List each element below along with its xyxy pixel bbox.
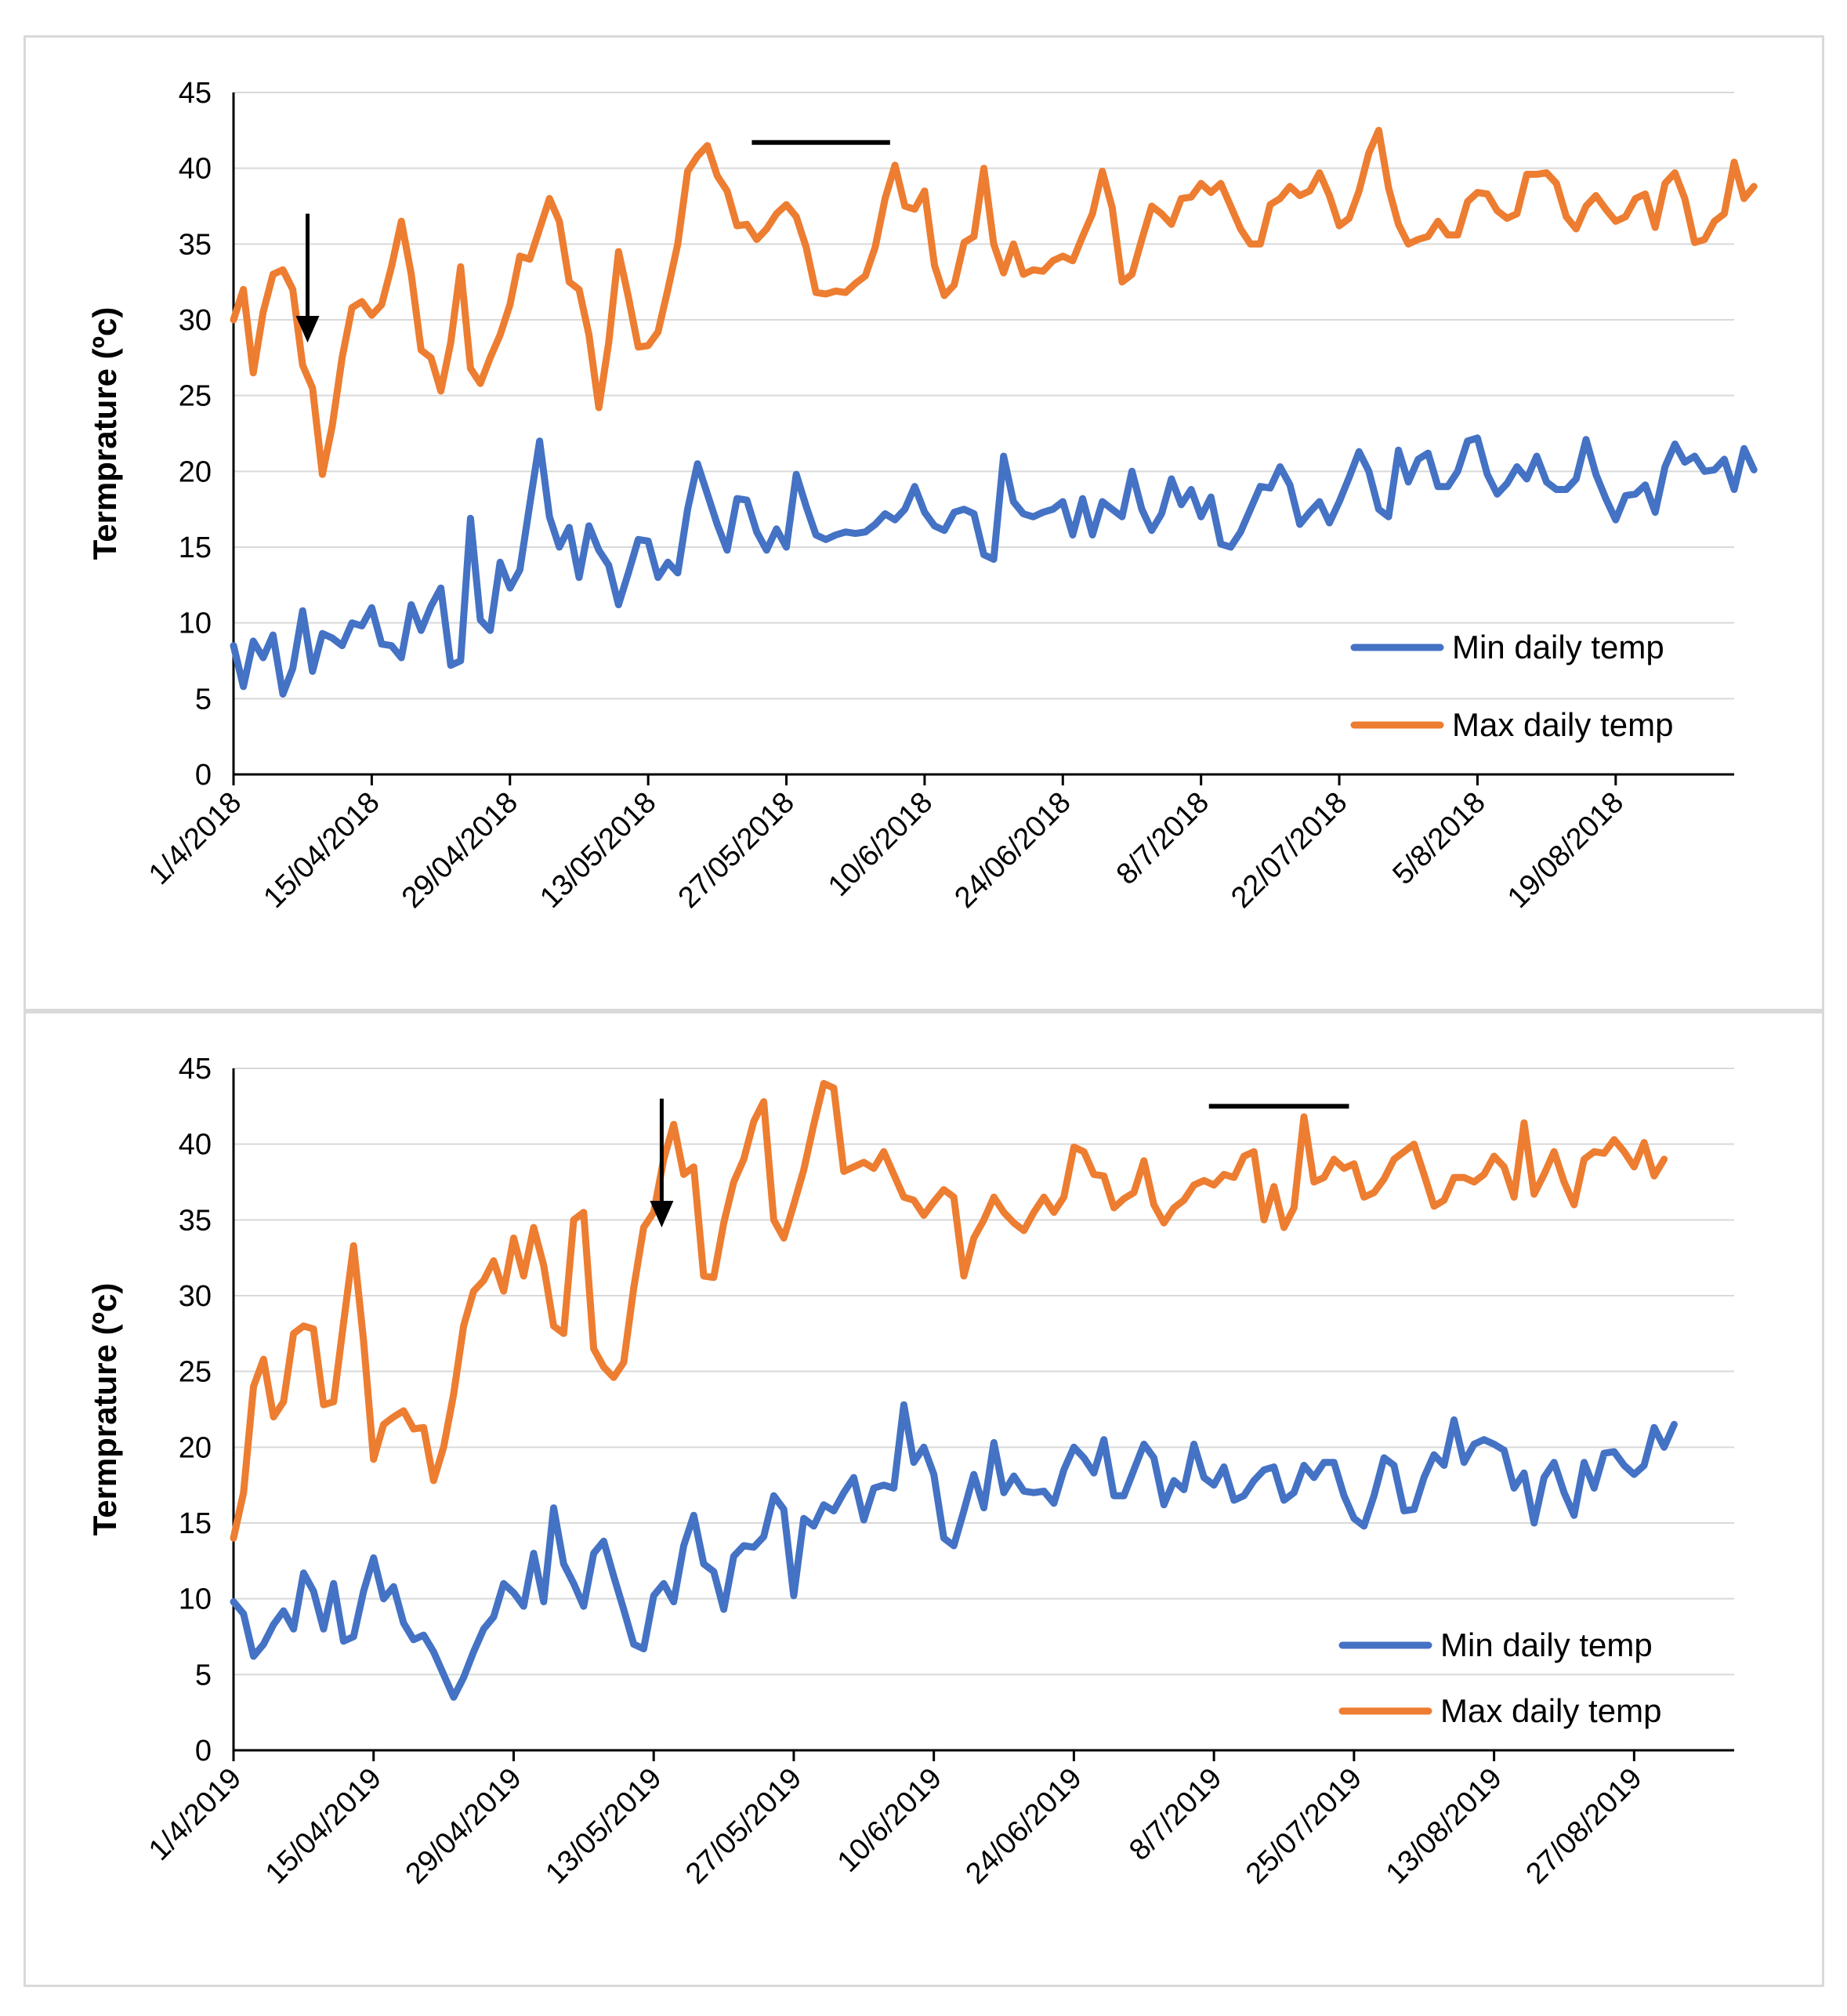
y-tick-label-2018: 45 (179, 77, 212, 110)
y-tick-label-2018: 25 (179, 380, 212, 413)
x-tick-label-2018: 22/07/2018 (1225, 786, 1353, 915)
x-tick-label-2018: 13/05/2018 (534, 786, 662, 915)
y-tick-label-2018: 35 (179, 228, 212, 261)
x-tick-label-2018: 24/06/2018 (948, 786, 1077, 915)
y-tick-label-2019: 10 (179, 1583, 212, 1616)
chart-2019: 0 5 10 15 20 25 30 35 40 45 Termprature (ºc) 1/4/20… (86, 1053, 1734, 1891)
x-tick-label-2018: 19/08/2018 (1501, 786, 1630, 915)
chart-panel-2019: 0 5 10 15 20 25 30 35 40 45 Termprature (ºc) 1/4/20… (24, 1011, 1824, 1987)
x-tick-label-2019: 27/05/2019 (679, 1762, 808, 1891)
chart-2018: 0 5 10 15 20 25 30 35 40 45 Termprature (ºc) 1/4/20… (86, 77, 1758, 915)
x-tick-label-2018: 27/05/2018 (672, 786, 801, 915)
y-tick-label-2019: 40 (179, 1129, 212, 1162)
x-tick-label-2019: 25/07/2019 (1240, 1762, 1368, 1891)
x-tick-label-2019: 27/08/2019 (1520, 1762, 1649, 1891)
y-tick-label-2019: 30 (179, 1280, 212, 1313)
legend-label-min-2019: Min daily temp (1440, 1626, 1653, 1663)
min-temp-line-2019 (230, 1401, 1678, 1701)
x-tick-label-2019: 15/04/2019 (259, 1762, 388, 1891)
y-axis-title-2018: Termprature (ºc) (86, 307, 123, 560)
y-tick-label-2018: 20 (179, 455, 212, 488)
y-tick-label-2018: 10 (179, 607, 212, 640)
x-tick-label-2019: 8/7/2019 (1123, 1762, 1228, 1867)
y-tick-label-2019: 5 (195, 1659, 212, 1691)
legend-label-min-2018: Min daily temp (1452, 629, 1664, 665)
y-tick-label-2019: 25 (179, 1356, 212, 1389)
y-tick-label-2018: 40 (179, 153, 212, 186)
y-tick-label-2019: 20 (179, 1431, 212, 1464)
x-tick-label-2019: 13/05/2019 (539, 1762, 668, 1891)
x-tick-label-2018: 10/6/2018 (822, 786, 939, 903)
x-tick-label-2018: 8/7/2018 (1110, 786, 1215, 891)
x-tick-label-2019: 24/06/2019 (960, 1762, 1088, 1891)
y-tick-label-2018: 5 (195, 683, 212, 716)
y-tick-label-2018: 0 (195, 759, 212, 792)
annotation-arrow-head-2019 (650, 1201, 674, 1227)
annotation-arrow-head-2018 (295, 316, 320, 343)
y-tick-label-2019: 15 (179, 1507, 212, 1540)
x-tick-label-2019: 10/6/2019 (831, 1762, 948, 1879)
y-tick-label-2018: 30 (179, 304, 212, 337)
x-tick-label-2018: 15/04/2018 (258, 786, 386, 915)
x-tick-label-2018: 1/4/2018 (143, 786, 248, 891)
x-tick-label-2018: 5/8/2018 (1387, 786, 1492, 891)
legend-label-max-2018: Max daily temp (1452, 706, 1673, 743)
y-axis-title-2019: Termprature (ºc) (86, 1283, 123, 1536)
max-temp-line-2018 (230, 126, 1758, 478)
x-tick-label-2019: 1/4/2019 (143, 1762, 248, 1867)
chart-panel-2018: 0 5 10 15 20 25 30 35 40 45 Termprature (ºc) 1/4/20… (24, 35, 1824, 1011)
x-tick-label-2019: 29/04/2019 (400, 1762, 528, 1891)
y-tick-label-2019: 35 (179, 1204, 212, 1237)
x-tick-label-2019: 13/08/2019 (1380, 1762, 1508, 1891)
y-tick-label-2018: 15 (179, 531, 212, 564)
max-temp-line-2019 (230, 1079, 1668, 1542)
y-tick-label-2019: 45 (179, 1053, 212, 1086)
y-tick-label-2019: 0 (195, 1735, 212, 1768)
legend-label-max-2019: Max daily temp (1440, 1692, 1661, 1729)
min-temp-line-2018 (230, 434, 1758, 698)
x-tick-label-2018: 29/04/2018 (396, 786, 524, 915)
